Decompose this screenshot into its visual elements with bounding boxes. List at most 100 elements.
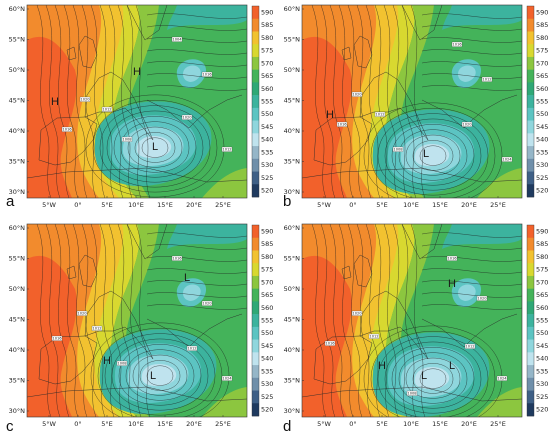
isobar-label-box: [201, 300, 213, 306]
lat-tick-label: 60°N: [284, 5, 301, 13]
colorbar-tick-label: 570: [536, 278, 548, 286]
isobar-label: 1020: [202, 301, 212, 305]
coastline: [359, 290, 429, 360]
colorbar-tick-label: 560: [261, 85, 273, 93]
lon-tick-label: 15°E: [157, 420, 173, 428]
colorbar-swatch: [527, 184, 534, 198]
isobar-label: 1024: [497, 376, 507, 380]
lat-tick-label: 35°N: [9, 377, 26, 385]
colorbar-tick-label: 540: [536, 136, 548, 144]
isobar: [146, 49, 247, 55]
colorbar-tick-label: 540: [261, 355, 273, 363]
isobar-label-box: [374, 111, 386, 117]
colorbar-swatch: [252, 275, 259, 289]
colorbar-tick-label: 530: [536, 380, 548, 388]
isobar-label-box: [171, 36, 183, 42]
isobar: [383, 224, 399, 417]
low-pressure-label: L: [152, 141, 158, 153]
lon-tick-label: 25°E: [490, 420, 506, 428]
colorbar-frame: [526, 224, 535, 417]
lat-tick-label: 30°N: [9, 407, 26, 415]
lat-tick-label: 55°N: [9, 255, 26, 263]
isobar-label-box: [51, 335, 63, 341]
isobar: [45, 5, 61, 198]
colorbar-tick-label: 545: [261, 342, 273, 350]
geopotential-band: [414, 366, 450, 390]
isobar-label-box: [221, 146, 233, 152]
coastline: [401, 5, 443, 41]
lat-tick-label: 40°N: [9, 127, 26, 135]
lon-tick-label: 5°E: [101, 420, 113, 428]
map-frame: [301, 4, 523, 199]
isobar: [338, 224, 354, 417]
geopotential-band: [202, 387, 247, 417]
low-pressure-label: L: [150, 370, 156, 382]
lat-tick-label: 45°N: [9, 97, 26, 105]
lon-tick-label: 20°E: [186, 420, 202, 428]
colorbar-tick-label: 535: [261, 367, 273, 375]
high-pressure-label: H: [133, 66, 141, 78]
isobar-label: 1024: [222, 376, 232, 380]
low-pressure-label: L: [184, 272, 190, 284]
isobar: [117, 224, 133, 417]
lon-tick-label: 15°E: [432, 201, 448, 209]
colorbar-swatch: [252, 314, 259, 328]
colorbar-swatch: [252, 82, 259, 96]
high-pressure-label: H: [378, 360, 386, 372]
isobar: [99, 5, 115, 198]
colorbar-swatch: [252, 6, 259, 20]
isobar-label-box: [368, 333, 380, 339]
colorbar-swatch: [252, 237, 259, 251]
isobar-label: 1012: [102, 107, 111, 111]
isobar: [146, 25, 247, 31]
isobar: [391, 124, 475, 186]
isobar: [72, 5, 88, 198]
isobar-label: 1012: [482, 77, 491, 81]
colorbar-swatch: [252, 365, 259, 379]
isobar-label-box: [121, 136, 133, 142]
lon-tick-label: 5°W: [317, 201, 331, 209]
isobar-label: 1012: [222, 147, 231, 151]
low-pressure-label: L: [449, 360, 455, 372]
colorbar-tick-label: 590: [536, 227, 548, 235]
lon-tick-label: 0°: [349, 420, 356, 428]
coastline: [84, 71, 154, 141]
isobar: [421, 13, 522, 19]
isobar: [421, 304, 522, 310]
isobar-label: 1020: [352, 311, 362, 315]
isobar-label: 1024: [502, 157, 512, 161]
geopotential-band: [442, 5, 522, 30]
isobar-label-box: [481, 76, 493, 82]
colorbar-swatch: [527, 365, 534, 379]
colorbar-swatch: [252, 56, 259, 70]
isobar: [421, 61, 522, 67]
isobar: [421, 85, 522, 91]
lat-tick-label: 50°N: [9, 285, 26, 293]
geopotential-band: [27, 36, 77, 198]
colorbar-tick-label: 585: [536, 240, 548, 248]
colorbar-swatch: [527, 120, 534, 134]
colorbar-tick-label: 545: [536, 342, 548, 350]
isobar: [135, 224, 151, 417]
isobar-label-box: [76, 310, 88, 316]
lon-tick-label: 25°E: [215, 201, 231, 209]
isobar: [90, 5, 106, 198]
colorbar-tick-label: 590: [261, 227, 273, 235]
isobar: [401, 5, 417, 198]
isobar: [126, 224, 142, 417]
lon-tick-label: 25°E: [490, 201, 506, 209]
colorbar-swatch: [527, 6, 534, 20]
isobar-label: 1020: [182, 115, 192, 119]
isobar-label-box: [181, 114, 193, 120]
isobar: [329, 224, 345, 417]
colorbar-tick-label: 555: [261, 317, 273, 325]
colorbar-swatch: [252, 225, 259, 239]
isobar: [146, 304, 247, 310]
isobar: [146, 292, 247, 298]
lat-tick-label: 40°N: [284, 346, 301, 354]
isobar-label: 1008: [122, 137, 132, 141]
isobar: [391, 347, 475, 409]
colorbar-tick-label: 570: [536, 59, 548, 67]
isobar-label-box: [351, 310, 363, 316]
lon-tick-label: 0°: [74, 201, 81, 209]
